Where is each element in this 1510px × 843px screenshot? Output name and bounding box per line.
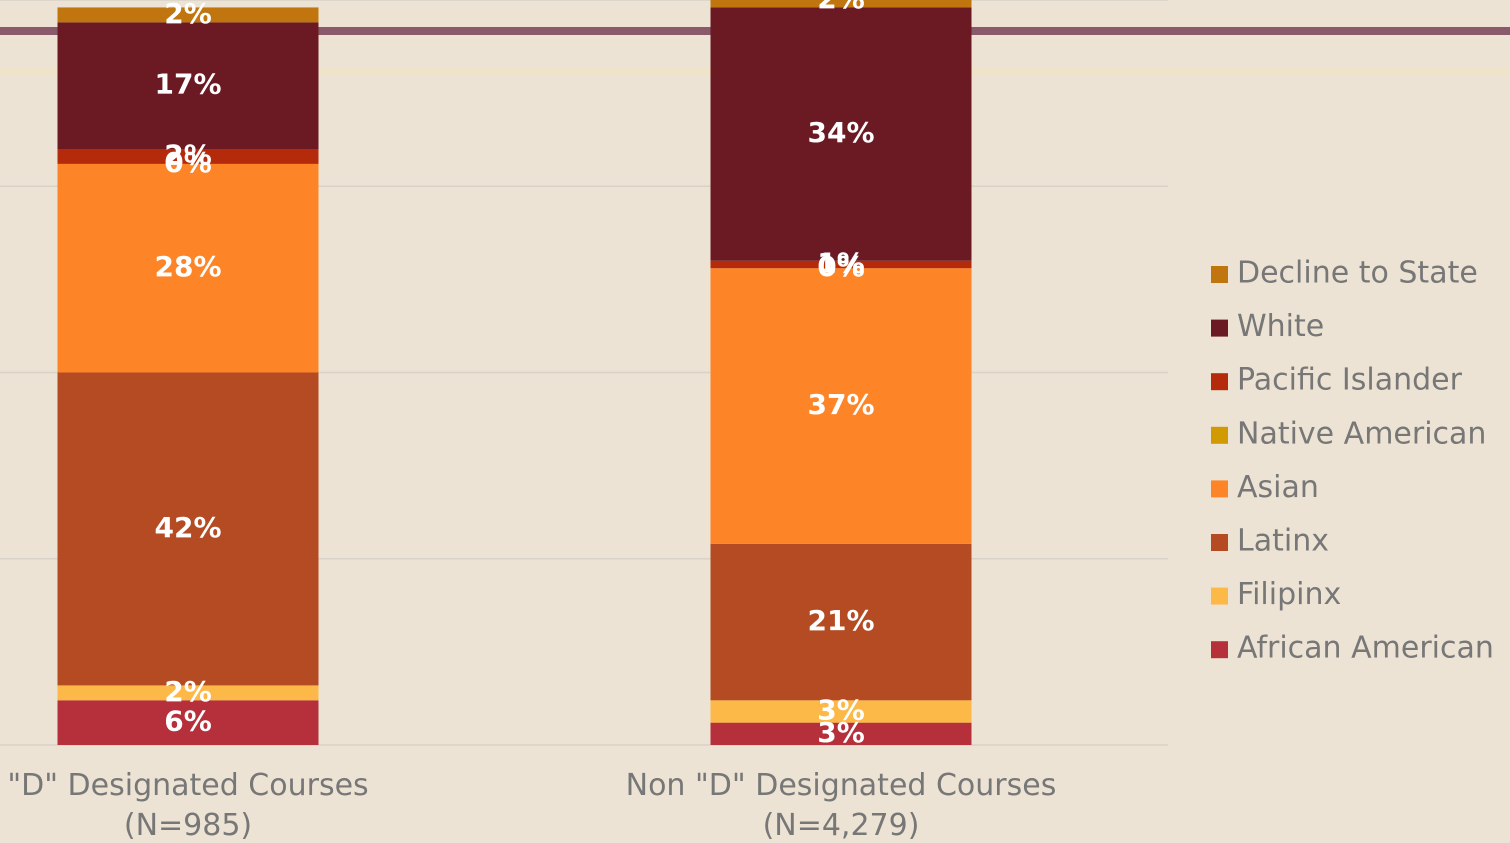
legend-label: Decline to State [1237,256,1478,291]
data-label: 1% [817,246,865,279]
data-label: 2% [817,0,865,15]
data-label: 3% [817,716,865,749]
x-tick-label: "D" Designated Courses (N=985) [7,768,369,843]
bar-segment [710,722,972,745]
data-label: 2% [164,675,212,708]
data-label: 42% [154,511,221,544]
bar-segment [57,163,319,373]
bar-segment [57,700,319,745]
bar-segment [710,0,972,8]
data-label: 6% [164,705,212,738]
legend-swatch [1211,266,1228,283]
legend-label: Asian [1237,470,1319,505]
legend-swatch [1211,587,1228,605]
bar-segment [710,7,972,261]
bar-segment [710,260,972,269]
data-label: 28% [154,250,221,283]
data-label: 0% [164,146,212,179]
bar-segment [57,149,319,164]
data-label: 21% [807,604,874,637]
data-label: 17% [154,68,221,101]
bar-segment [57,22,319,150]
bar-segment [710,268,972,544]
x-tick-label: Non "D" Designated Courses (N=4,279) [625,768,1057,843]
bar-segment [710,543,972,701]
legend-swatch [1211,534,1228,551]
legend-swatch [1211,319,1228,337]
bar-segment [710,700,972,723]
legend-label: Pacific Islander [1237,363,1463,398]
legend-swatch [1211,641,1228,659]
data-label: 0% [817,250,865,283]
bar-segment [57,685,319,701]
legend-label: White [1237,309,1324,344]
legend-swatch [1211,373,1228,391]
legend-label: Native American [1237,416,1486,451]
data-label: 34% [807,116,874,149]
data-label: 2% [164,0,212,30]
data-label: 3% [817,693,865,726]
data-label: 37% [807,388,874,421]
legend-swatch [1211,480,1228,498]
legend-label: Latinx [1237,524,1329,559]
bar-segment [57,372,319,686]
data-label: 2% [164,138,212,171]
legend-label: African American [1237,631,1494,666]
legend-label: Filipinx [1237,577,1341,612]
legend-swatch [1211,426,1228,444]
bar-segment [57,7,319,23]
